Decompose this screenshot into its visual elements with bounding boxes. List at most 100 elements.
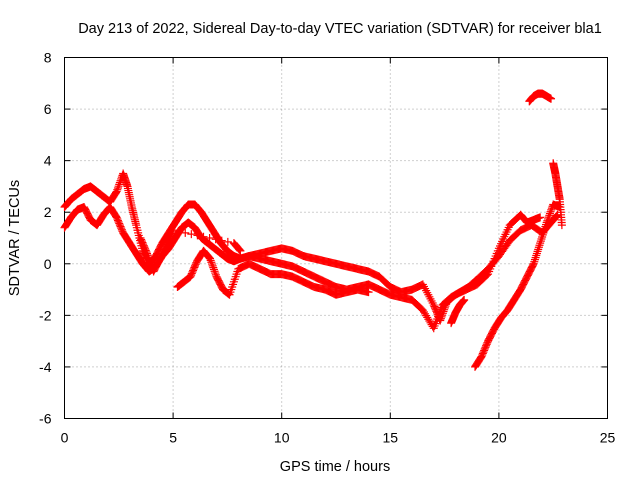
y-axis-title: SDTVAR / TECUs — [7, 180, 23, 296]
data-point — [169, 226, 178, 235]
data-point — [209, 265, 218, 274]
x-tick-label: 0 — [61, 430, 69, 446]
data-point — [542, 218, 551, 227]
series-track-c — [173, 246, 373, 299]
data-point — [114, 182, 123, 191]
series-track-a — [60, 169, 545, 325]
data-point — [204, 253, 213, 262]
data-point — [530, 255, 539, 264]
data-point — [210, 267, 219, 276]
data-point — [530, 257, 539, 266]
y-tick-label: -6 — [39, 411, 52, 427]
y-tick-label: 0 — [44, 256, 52, 272]
data-point — [543, 216, 552, 225]
grid — [64, 57, 608, 419]
x-tick-label: 5 — [169, 430, 177, 446]
data-point — [534, 245, 543, 254]
data-point — [534, 243, 543, 252]
data-point — [538, 230, 547, 239]
data-point — [532, 251, 541, 260]
data-point — [541, 222, 550, 231]
data-point — [146, 258, 155, 267]
data-point — [424, 290, 433, 299]
data-point — [552, 211, 561, 220]
data-point — [552, 212, 561, 221]
data-point — [536, 239, 545, 248]
data-point — [426, 294, 435, 303]
series-track-g — [447, 295, 469, 328]
data-point — [423, 288, 432, 297]
chart-title: Day 213 of 2022, Sidereal Day-to-day VTE… — [78, 21, 602, 37]
x-tick-label: 20 — [491, 430, 507, 446]
data-point — [113, 183, 122, 192]
data-point — [460, 295, 469, 304]
x-axis-title: GPS time / hours — [280, 459, 390, 475]
x-tick-label: 15 — [383, 430, 399, 446]
data-point — [236, 246, 245, 255]
data-point — [168, 227, 177, 236]
series-track-h — [136, 226, 245, 276]
data-point — [206, 256, 215, 265]
data-point — [536, 237, 545, 246]
data-point — [545, 209, 554, 218]
data-point — [421, 284, 430, 293]
data-point — [211, 235, 220, 244]
data-point — [207, 260, 216, 269]
series-track-f — [549, 159, 566, 230]
data-point — [557, 221, 566, 230]
data-point — [531, 253, 540, 262]
data-point — [207, 258, 216, 267]
data-point — [529, 261, 537, 270]
data-point — [143, 251, 152, 260]
data-point — [535, 241, 544, 250]
data-marks — [60, 89, 566, 371]
data-point — [211, 269, 220, 278]
data-point — [144, 254, 153, 263]
data-point — [538, 232, 547, 241]
data-point — [181, 228, 190, 237]
data-point — [537, 235, 546, 244]
data-point — [111, 189, 120, 198]
data-point — [542, 220, 551, 229]
data-point — [476, 354, 485, 363]
data-point — [193, 231, 202, 240]
y-tick-label: -4 — [39, 359, 52, 375]
data-point — [175, 227, 184, 236]
data-point — [223, 237, 232, 246]
data-point — [235, 245, 244, 254]
data-point — [515, 287, 524, 296]
y-tick-label: 8 — [44, 50, 52, 66]
data-point — [425, 292, 434, 301]
y-tick-label: -2 — [39, 307, 52, 323]
data-point — [427, 296, 436, 305]
x-tick-label: 25 — [600, 430, 616, 446]
data-point — [115, 180, 124, 189]
data-point — [540, 226, 549, 235]
data-point — [540, 224, 549, 233]
data-point — [536, 213, 545, 222]
data-point — [364, 288, 373, 297]
y-tick-label: 6 — [44, 101, 52, 117]
data-point — [547, 205, 556, 214]
data-point — [543, 214, 552, 223]
data-point — [145, 256, 154, 265]
data-point — [419, 282, 428, 291]
data-point — [539, 228, 548, 237]
data-point — [418, 280, 427, 289]
plot-frame — [64, 57, 608, 419]
data-point — [206, 254, 215, 263]
data-point — [111, 211, 120, 220]
data-point — [209, 263, 218, 272]
data-point — [532, 249, 541, 258]
data-point — [529, 259, 538, 268]
data-point — [428, 298, 437, 307]
data-point — [205, 234, 214, 242]
y-tick-label: 2 — [44, 204, 52, 220]
data-point — [235, 246, 244, 255]
data-point — [547, 94, 556, 103]
data-point — [144, 253, 153, 262]
data-point — [208, 261, 217, 270]
data-point — [142, 247, 151, 256]
data-point — [112, 187, 121, 196]
